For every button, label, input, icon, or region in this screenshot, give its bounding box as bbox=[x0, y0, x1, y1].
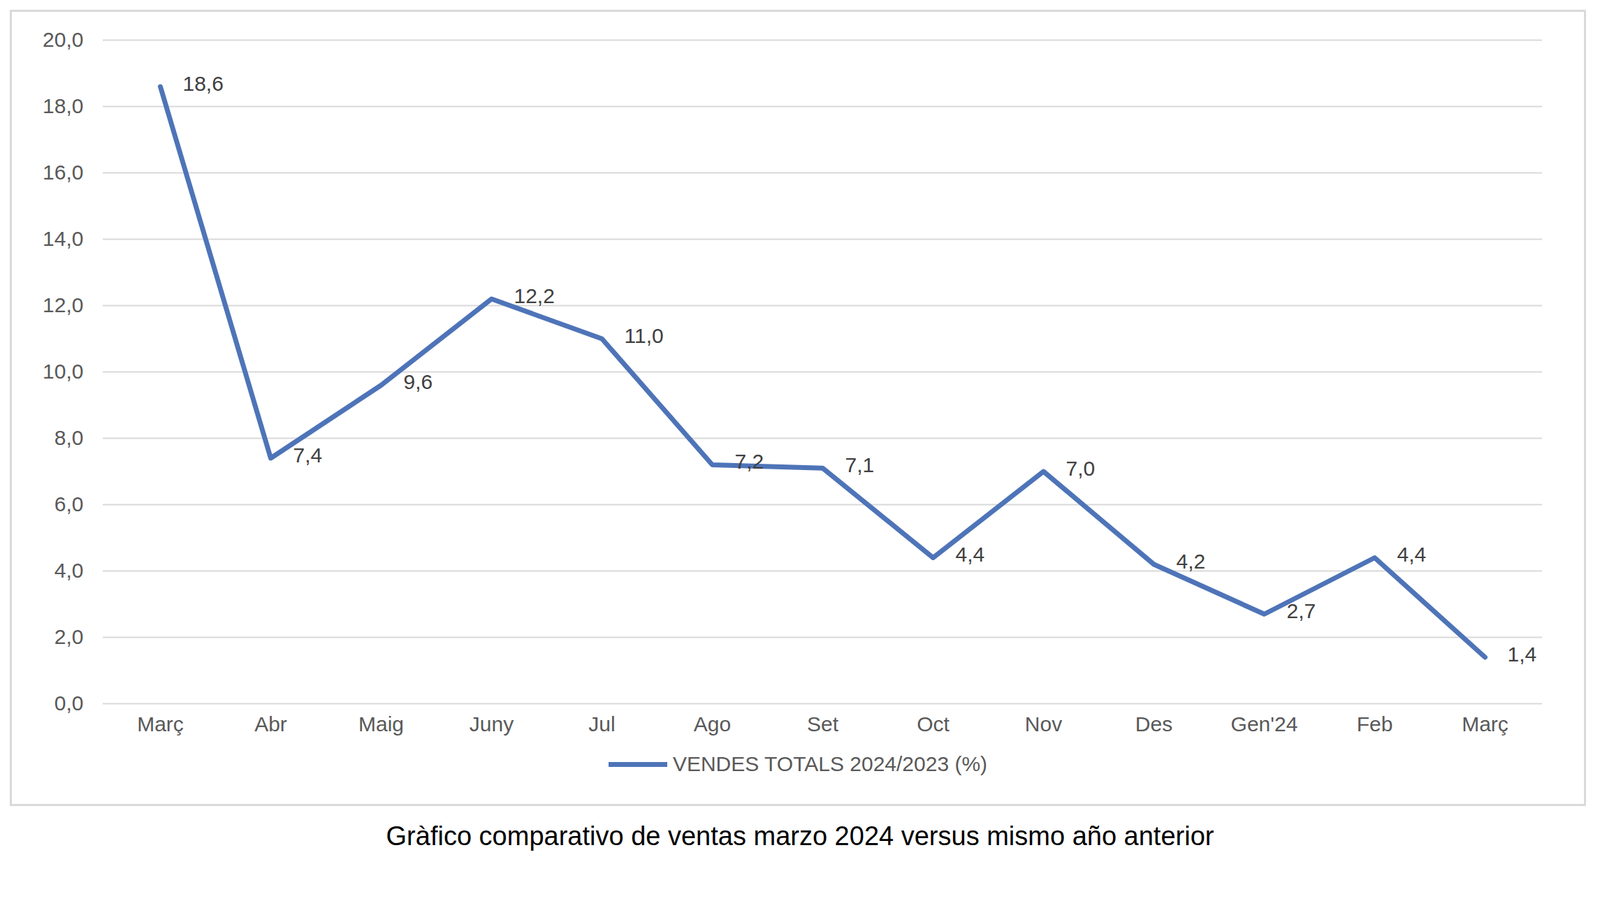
svg-text:11,0: 11,0 bbox=[624, 324, 664, 348]
svg-text:Set: Set bbox=[806, 712, 840, 736]
svg-text:16,0: 16,0 bbox=[42, 160, 84, 184]
svg-text:Nov: Nov bbox=[1024, 712, 1063, 736]
svg-text:Jul: Jul bbox=[588, 712, 615, 736]
svg-text:6,0: 6,0 bbox=[54, 492, 84, 516]
svg-text:Juny: Juny bbox=[469, 712, 514, 736]
svg-text:14,0: 14,0 bbox=[42, 227, 84, 251]
svg-text:10,0: 10,0 bbox=[42, 359, 84, 383]
html-text:Gràfico comparativo de ventas: Gràfico comparativo de ventas marzo 2024… bbox=[386, 821, 1214, 852]
svg-text:Maig: Maig bbox=[358, 712, 404, 736]
svg-text:Març: Març bbox=[136, 712, 184, 736]
svg-text:12,0: 12,0 bbox=[42, 293, 84, 317]
svg-text:18,0: 18,0 bbox=[42, 94, 84, 118]
svg-text:2,7: 2,7 bbox=[1286, 599, 1317, 623]
svg-text:7,1: 7,1 bbox=[845, 453, 875, 477]
svg-text:Feb: Feb bbox=[1356, 712, 1394, 736]
svg-text:Gen'24: Gen'24 bbox=[1231, 712, 1299, 736]
svg-text:4,4: 4,4 bbox=[955, 542, 986, 566]
svg-text:Des: Des bbox=[1135, 712, 1173, 736]
svg-text:7,2: 7,2 bbox=[735, 449, 765, 474]
svg-text:2,0: 2,0 bbox=[54, 625, 84, 649]
svg-text:8,0: 8,0 bbox=[54, 426, 84, 450]
svg-text:12,2: 12,2 bbox=[514, 284, 555, 308]
svg-text:7,0: 7,0 bbox=[1066, 456, 1096, 480]
svg-text:Ago: Ago bbox=[693, 712, 731, 736]
svg-text:Març: Març bbox=[1461, 712, 1509, 736]
svg-text:4,0: 4,0 bbox=[54, 558, 84, 583]
html-text:VENDES TOTALS 2024/2023 (%): VENDES TOTALS 2024/2023 (%) bbox=[672, 752, 988, 776]
svg-text:0,0: 0,0 bbox=[54, 691, 84, 715]
svg-text:18,6: 18,6 bbox=[183, 71, 224, 96]
svg-text:20,0: 20,0 bbox=[42, 27, 84, 52]
svg-text:4,2: 4,2 bbox=[1176, 549, 1206, 573]
svg-text:9,6: 9,6 bbox=[403, 370, 434, 394]
svg-text:Oct: Oct bbox=[916, 712, 950, 736]
svg-text:1,4: 1,4 bbox=[1507, 642, 1538, 666]
svg-text:7,4: 7,4 bbox=[293, 443, 323, 467]
svg-text:4,4: 4,4 bbox=[1397, 542, 1427, 566]
svg-text:Abr: Abr bbox=[254, 712, 288, 736]
